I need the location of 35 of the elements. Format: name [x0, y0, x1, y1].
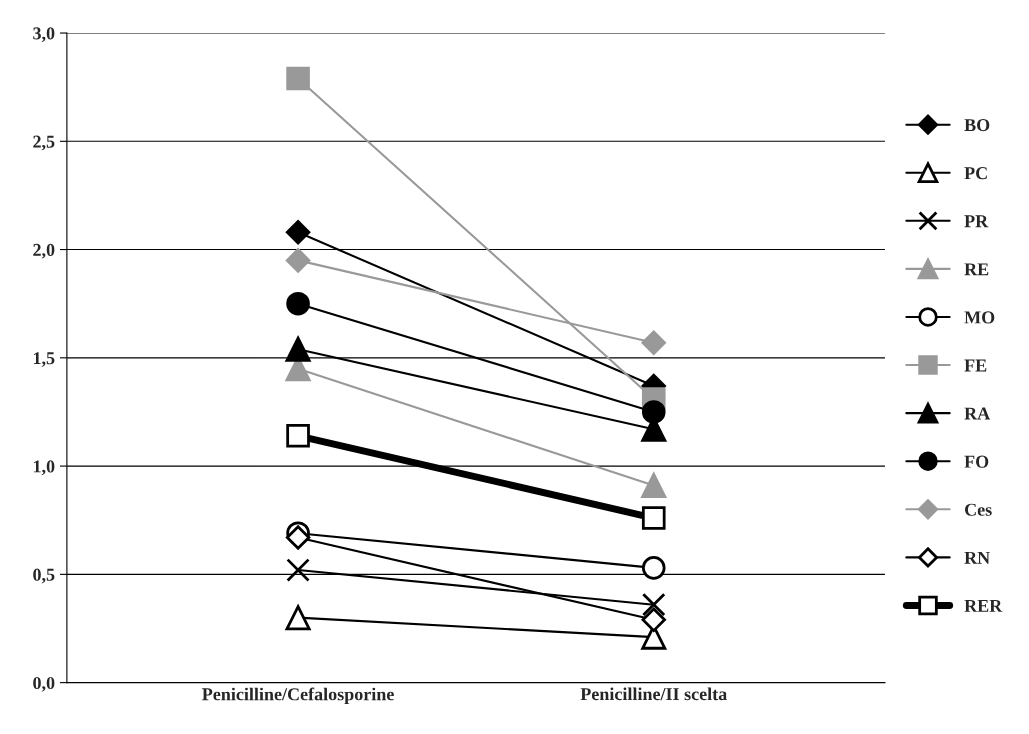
- point: [285, 248, 311, 273]
- y-tick-label: 2,5: [33, 135, 55, 151]
- point: [286, 66, 310, 91]
- y-tick-label: 3,0: [33, 27, 55, 43]
- x-tick-label: Penicilline/II scelta: [580, 687, 727, 701]
- legend-label: RER: [964, 599, 1003, 612]
- point: [285, 336, 311, 362]
- y-tick-label: 0,0: [33, 676, 55, 692]
- legend-label: PC: [964, 167, 987, 180]
- y-tick-label: 0,5: [33, 568, 55, 584]
- legend-label: BO: [964, 119, 990, 132]
- point: [641, 400, 666, 424]
- point: [286, 291, 310, 316]
- y-tick-label: 2,0: [33, 243, 55, 259]
- x-tick-label: Penicilline/Cefalosporine: [202, 687, 394, 705]
- legend-label: RE: [964, 263, 989, 276]
- point: [285, 605, 311, 631]
- legend-label: RA: [964, 407, 991, 420]
- point: [641, 506, 666, 530]
- point: [286, 423, 310, 448]
- legend-label: MO: [964, 311, 995, 324]
- legend-label: FO: [964, 455, 989, 468]
- point: [285, 220, 311, 245]
- y-tick-label: 1,0: [33, 460, 55, 476]
- legend-label: RN: [964, 551, 990, 564]
- legend-label: PR: [964, 215, 989, 228]
- point: [641, 473, 667, 499]
- point: [641, 592, 666, 617]
- legend-label: FE: [964, 359, 987, 372]
- point: [641, 607, 666, 633]
- point: [641, 330, 666, 355]
- y-tick-label: 1,5: [33, 352, 55, 367]
- point: [286, 558, 310, 582]
- point: [641, 556, 666, 580]
- legend-label: Ces: [965, 503, 992, 516]
